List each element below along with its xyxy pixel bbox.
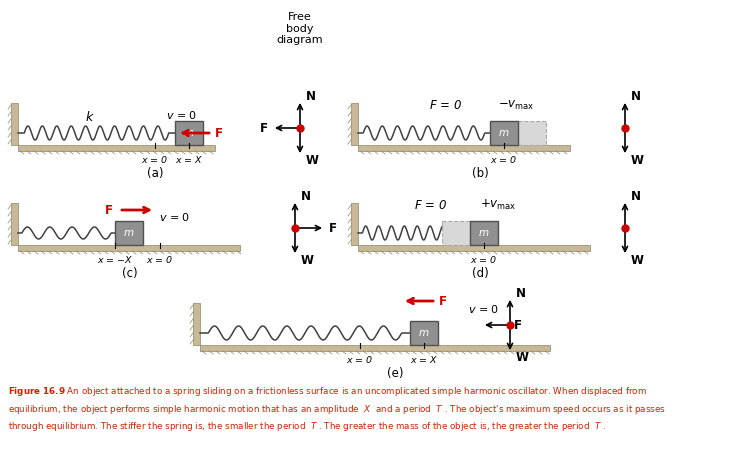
Bar [358, 245, 590, 251]
Bar [11, 103, 18, 145]
Bar [175, 121, 203, 145]
Text: $\bf{N}$: $\bf{N}$ [630, 89, 641, 103]
Text: $\bf{F}$: $\bf{F}$ [438, 295, 447, 307]
Text: $m$: $m$ [123, 228, 135, 238]
Text: $x$ = 0: $x$ = 0 [146, 254, 173, 265]
Text: $m$: $m$ [418, 328, 430, 338]
Bar [18, 245, 240, 251]
Text: Free
body
diagram: Free body diagram [277, 12, 323, 45]
Bar [518, 121, 546, 145]
Text: $\bf{N}$: $\bf{N}$ [300, 190, 311, 202]
Text: $m$: $m$ [183, 128, 195, 138]
Text: $\bf{W}$: $\bf{W}$ [305, 154, 320, 166]
Bar [18, 145, 215, 151]
Bar [200, 345, 550, 351]
Text: $\bf{F}$: $\bf{F}$ [328, 221, 337, 235]
Bar [358, 145, 570, 151]
Bar [351, 203, 358, 245]
Text: $+v_{\rm max}$: $+v_{\rm max}$ [480, 198, 517, 212]
Text: $x$ = $-X$: $x$ = $-X$ [97, 254, 134, 265]
Text: $F$ = 0: $F$ = 0 [429, 98, 461, 112]
Bar [193, 303, 200, 345]
Text: $v$ = 0: $v$ = 0 [159, 211, 190, 223]
Text: $\bf{W}$: $\bf{W}$ [515, 350, 530, 363]
Text: $\bf{N}$: $\bf{N}$ [630, 190, 641, 202]
Text: $F$ = 0: $F$ = 0 [413, 199, 446, 211]
Bar [470, 221, 498, 245]
Text: $\bf{W}$: $\bf{W}$ [630, 154, 644, 166]
Text: $\bf{F}$: $\bf{F}$ [259, 122, 268, 134]
Text: $\bf{W}$: $\bf{W}$ [630, 254, 644, 266]
Text: $v$ = 0: $v$ = 0 [468, 303, 500, 315]
Bar [410, 321, 438, 345]
Text: $x$ = $X$: $x$ = $X$ [175, 154, 203, 165]
Text: $\bf{F}$: $\bf{F}$ [104, 203, 113, 217]
Bar [351, 103, 358, 145]
Text: $m$: $m$ [498, 128, 510, 138]
Text: $\bf{N}$: $\bf{N}$ [305, 89, 316, 103]
Text: $\bf{Figure\ 16.9}$ An object attached to a spring sliding on a frictionless sur: $\bf{Figure\ 16.9}$ An object attached t… [8, 385, 666, 433]
Text: $\bf{F}$: $\bf{F}$ [513, 318, 522, 332]
Text: $x$ = 0: $x$ = 0 [141, 154, 169, 165]
Text: $x$ = 0: $x$ = 0 [490, 154, 518, 165]
Text: $m$: $m$ [478, 228, 490, 238]
Bar [11, 203, 18, 245]
Text: $k$: $k$ [85, 110, 94, 124]
Text: $\bf{W}$: $\bf{W}$ [300, 254, 314, 266]
Text: (d): (d) [472, 267, 489, 280]
Text: (b): (b) [472, 167, 489, 180]
Bar [490, 121, 518, 145]
Text: $x$ = 0: $x$ = 0 [346, 354, 373, 365]
Bar [115, 221, 143, 245]
Text: $v$ = 0: $v$ = 0 [166, 109, 198, 121]
Text: (a): (a) [147, 167, 163, 180]
Text: (c): (c) [123, 267, 138, 280]
Text: $x$ = 0: $x$ = 0 [470, 254, 497, 265]
Text: $\bf{F}$: $\bf{F}$ [214, 126, 223, 140]
Text: $-v_{\rm max}$: $-v_{\rm max}$ [498, 98, 534, 112]
Text: $x$ = $X$: $x$ = $X$ [410, 354, 438, 365]
Bar [442, 221, 470, 245]
Text: (e): (e) [387, 367, 403, 380]
Text: $\bf{N}$: $\bf{N}$ [515, 287, 526, 299]
